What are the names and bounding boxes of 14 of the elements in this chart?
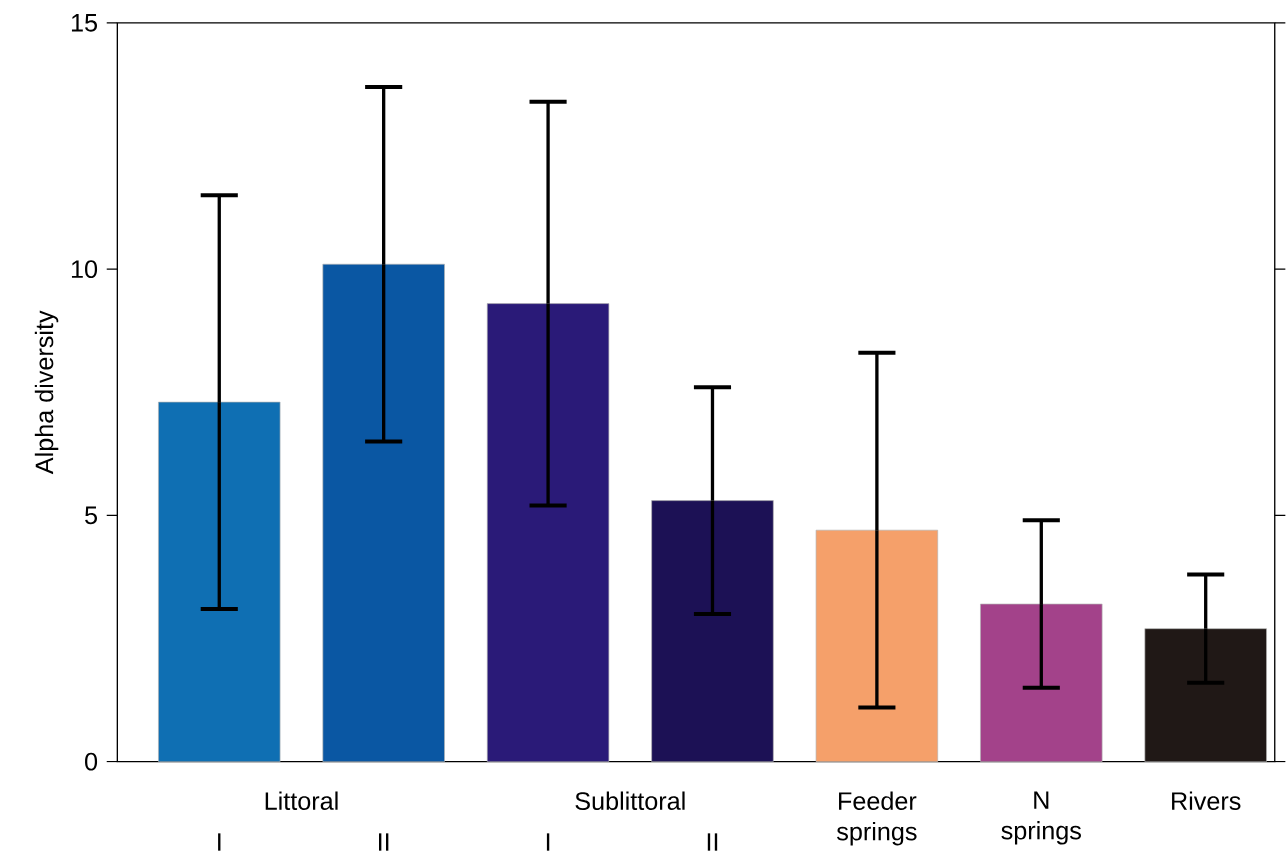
x-tick-label: N springs bbox=[1001, 791, 1081, 845]
x-tick-label: Feeder springs bbox=[836, 791, 917, 846]
y-axis-title: Alpha diversity bbox=[34, 310, 59, 475]
x-tick-label: II bbox=[379, 833, 389, 851]
x-tick-label: Rivers bbox=[1172, 791, 1241, 810]
y-tick-label: 0 bbox=[85, 752, 98, 771]
y-tick-label: 5 bbox=[85, 506, 98, 525]
text: Littoral bbox=[265, 791, 338, 810]
y-tick-label: 10 bbox=[71, 260, 98, 279]
y-tick-label: 15 bbox=[71, 14, 98, 32]
x-tick-label: I bbox=[218, 833, 221, 851]
text: Sublittoral bbox=[575, 791, 685, 810]
x-tick-label: II bbox=[707, 833, 718, 851]
x-tick-label: I bbox=[546, 833, 550, 851]
